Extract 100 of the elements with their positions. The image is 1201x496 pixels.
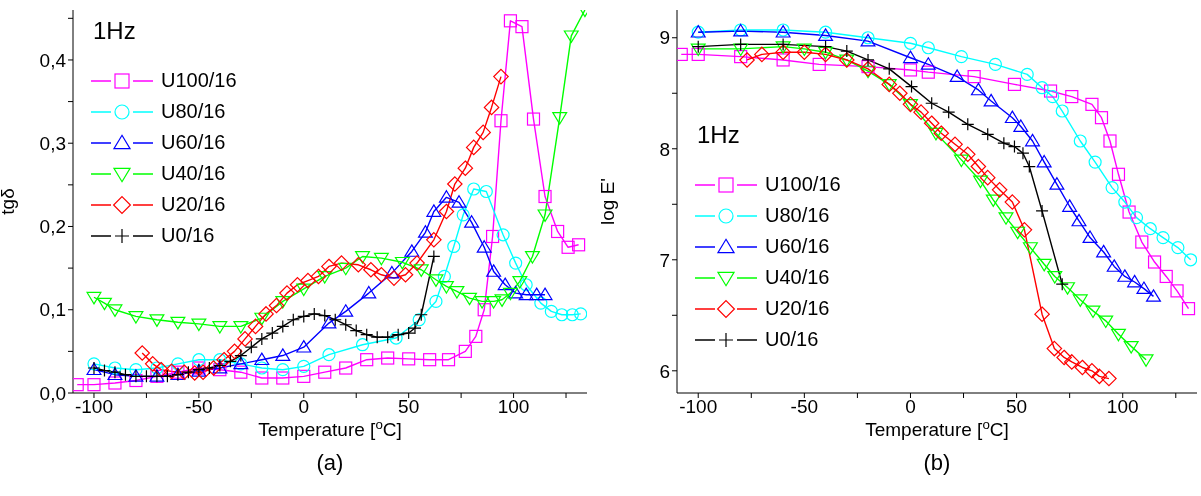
- legend-label: U80/16: [161, 100, 226, 123]
- point: [96, 297, 112, 311]
- point: [181, 365, 195, 379]
- point: [355, 338, 370, 352]
- point: [279, 285, 295, 301]
- x-tick-label: 100: [497, 396, 530, 418]
- point: [258, 306, 274, 322]
- point: [438, 281, 454, 294]
- point: [1049, 177, 1065, 190]
- point: [310, 268, 327, 285]
- point: [144, 356, 161, 372]
- x-axis-title: Temperature [$^{o}$C]: [865, 416, 1009, 440]
- point: [925, 96, 939, 110]
- point: [973, 175, 989, 189]
- point: [534, 296, 548, 310]
- point: [1074, 359, 1091, 376]
- point: [537, 287, 553, 301]
- point: [754, 46, 770, 63]
- point: [360, 353, 374, 367]
- annotation: 1Hz: [93, 17, 136, 45]
- point: [317, 271, 333, 284]
- y-tick-label: 0,0: [39, 382, 66, 404]
- point: [954, 50, 969, 64]
- point: [456, 208, 470, 222]
- point: [483, 99, 500, 116]
- point: [437, 269, 451, 284]
- point: [370, 330, 384, 344]
- legend-label: U40/16: [765, 266, 830, 289]
- point: [339, 361, 353, 375]
- point: [892, 85, 908, 102]
- point: [485, 229, 500, 244]
- point: [1118, 195, 1132, 209]
- point: [985, 194, 1001, 208]
- point: [338, 304, 354, 317]
- point: [1106, 259, 1122, 272]
- point: [1143, 222, 1157, 236]
- point: [363, 261, 379, 278]
- point: [153, 361, 169, 378]
- point: [515, 20, 529, 34]
- legend-label: U100/16: [161, 69, 237, 92]
- point: [776, 37, 790, 52]
- point: [997, 136, 1011, 150]
- point: [428, 274, 444, 287]
- point: [970, 158, 987, 175]
- point: [479, 184, 493, 199]
- point: [296, 340, 312, 353]
- point: [1025, 133, 1041, 147]
- x-tick-label: -100: [74, 396, 113, 418]
- point: [903, 36, 918, 50]
- point: [427, 249, 441, 264]
- point: [1055, 277, 1069, 291]
- point: [840, 44, 854, 58]
- point: [518, 287, 534, 301]
- point: [394, 256, 410, 270]
- legend-label: U40/16: [161, 162, 226, 185]
- point: [447, 176, 463, 192]
- point: [734, 50, 748, 64]
- point: [139, 369, 154, 383]
- point: [1159, 269, 1173, 284]
- x-tick-label: 50: [1006, 396, 1028, 418]
- point: [503, 14, 518, 28]
- point: [128, 311, 144, 324]
- point: [409, 255, 425, 271]
- point: [1127, 274, 1143, 288]
- text: (b): [922, 450, 952, 476]
- point: [860, 65, 876, 79]
- point: [244, 340, 258, 354]
- point: [1082, 230, 1098, 243]
- y-tick-label: 7: [659, 249, 670, 271]
- point: [276, 319, 290, 333]
- point: [1085, 97, 1099, 111]
- point: [339, 318, 353, 332]
- point: [457, 160, 474, 176]
- point: [486, 296, 502, 309]
- point: [108, 361, 122, 375]
- x-tick-label: 100: [1106, 396, 1139, 418]
- point: [1065, 89, 1079, 104]
- point: [426, 204, 442, 217]
- point: [97, 363, 112, 378]
- annotation: 1Hz: [697, 121, 740, 149]
- point: [1010, 226, 1026, 240]
- point: [565, 308, 579, 322]
- point: [555, 308, 569, 322]
- point: [739, 52, 755, 68]
- point: [1091, 368, 1108, 385]
- point: [318, 308, 332, 323]
- point: [233, 320, 249, 334]
- point: [921, 65, 935, 79]
- point: [1036, 258, 1052, 272]
- point: [297, 309, 311, 323]
- point: [949, 69, 965, 83]
- point: [195, 364, 211, 380]
- point: [1046, 340, 1063, 357]
- point: [1063, 354, 1080, 370]
- point: [923, 115, 940, 132]
- y-axis-title: log E': [597, 178, 618, 225]
- point: [86, 291, 102, 305]
- point: [449, 286, 465, 299]
- point: [349, 323, 363, 338]
- x-tick-label: -50: [185, 396, 213, 418]
